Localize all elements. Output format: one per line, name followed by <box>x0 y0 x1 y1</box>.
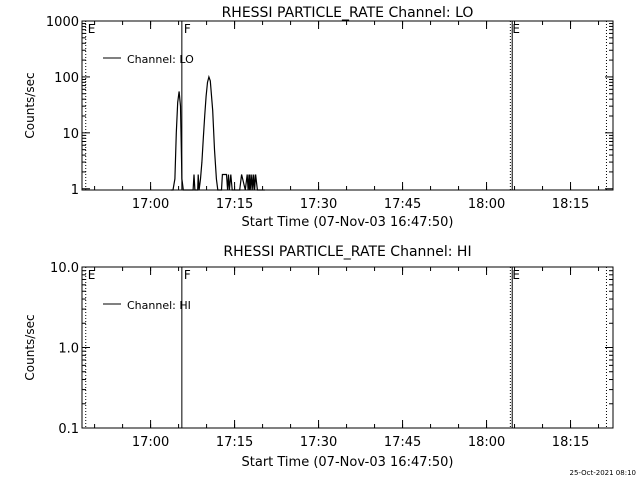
y-axis-label: Counts/sec <box>23 314 37 380</box>
plot-frame <box>81 266 614 429</box>
x-tick-label: 17:15 <box>216 197 253 212</box>
chart-title: RHESSI PARTICLE_RATE Channel: HI <box>223 244 471 260</box>
footer-timestamp: 25-Oct-2021 08:10 <box>569 469 636 477</box>
y-axis-label: Counts/sec <box>23 72 37 138</box>
legend-label: Channel: LO <box>127 53 194 66</box>
x-axis-label: Start Time (07-Nov-03 16:47:50) <box>242 215 454 230</box>
event-marker-label: E <box>512 22 520 36</box>
series-line <box>170 74 265 191</box>
y-tick-label: 100 <box>54 71 79 86</box>
x-tick-label: 17:00 <box>132 197 169 212</box>
x-tick-label: 17:45 <box>384 197 421 212</box>
chart-title: RHESSI PARTICLE_RATE Channel: LO <box>222 5 474 21</box>
event-marker-label: E <box>512 268 520 282</box>
x-axis-label: Start Time (07-Nov-03 16:47:50) <box>242 455 454 470</box>
y-tick-label: 10.0 <box>50 261 79 276</box>
y-tick-label: 1000 <box>46 15 79 30</box>
plot-frame <box>81 20 614 191</box>
x-tick-label: 17:30 <box>300 197 337 212</box>
x-tick-label: 17:30 <box>300 435 337 450</box>
y-tick-label: 10 <box>62 127 79 142</box>
x-tick-label: 17:15 <box>216 435 253 450</box>
x-tick-label: 18:15 <box>552 197 589 212</box>
legend-label: Channel: HI <box>127 299 191 312</box>
y-tick-label: 1 <box>71 183 79 198</box>
panel-1: RHESSI PARTICLE_RATE Channel: LO Start Ti… <box>23 5 614 230</box>
event-marker-label: F <box>184 22 191 36</box>
event-marker-label: E <box>88 22 96 36</box>
x-tick-label: 17:45 <box>384 435 421 450</box>
x-tick-label: 18:00 <box>468 435 505 450</box>
y-tick-label: 0.1 <box>58 422 79 437</box>
panel-2: RHESSI PARTICLE_RATE Channel: HI Start Ti… <box>23 244 614 470</box>
y-tick-label: 1.0 <box>58 342 79 357</box>
event-marker-label: F <box>184 268 191 282</box>
x-tick-label: 18:15 <box>552 435 589 450</box>
x-tick-label: 18:00 <box>468 197 505 212</box>
event-marker-label: E <box>88 268 96 282</box>
x-tick-label: 17:00 <box>132 435 169 450</box>
